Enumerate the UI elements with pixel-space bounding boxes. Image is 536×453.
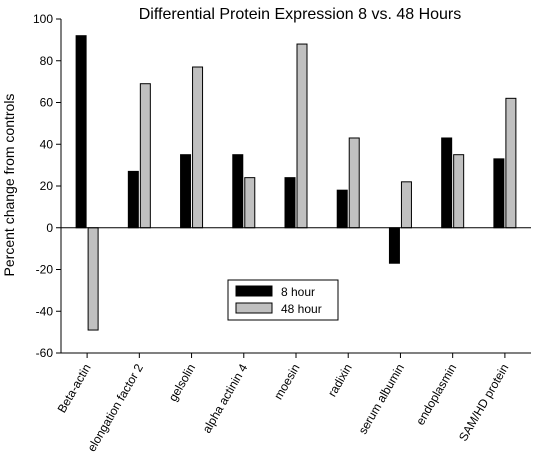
- bar-8-hour: [180, 154, 192, 229]
- y-axis-title: Percent change from controls: [1, 94, 17, 277]
- bar-8-hour: [75, 35, 87, 229]
- y-tick-label: 80: [40, 54, 54, 68]
- y-axis: -60 -40 -20 0 20 40 60 80 100: [33, 12, 62, 360]
- y-tick-label: 60: [40, 96, 54, 110]
- y-tick-label: 0: [46, 221, 53, 235]
- x-category-label: endoplasmin: [413, 361, 459, 427]
- x-category-label: alpha actinin 4: [200, 361, 251, 435]
- bar-8-hour: [388, 227, 400, 264]
- y-tick-label: -20: [36, 263, 54, 277]
- x-category-label: SAM/HD protein: [456, 362, 511, 444]
- y-tick-label: 40: [40, 137, 54, 151]
- bars: [75, 35, 517, 331]
- legend-swatch-48-hour: [235, 302, 273, 314]
- y-tick-label: -40: [36, 304, 54, 318]
- bar-48-hour: [296, 43, 308, 229]
- y-tick-label: 100: [33, 12, 53, 26]
- legend: 8 hour 48 hour: [227, 279, 339, 321]
- bar-48-hour: [453, 154, 465, 229]
- bar-48-hour: [400, 181, 412, 229]
- bar-48-hour: [192, 66, 204, 229]
- bar-8-hour: [284, 177, 296, 229]
- x-category-label: serum albumin: [356, 362, 407, 437]
- bar-8-hour: [493, 158, 505, 229]
- x-category-label: gelsolin: [166, 362, 198, 404]
- x-category-label: moesin: [271, 362, 302, 403]
- bar-48-hour: [87, 227, 99, 331]
- bar-48-hour: [244, 177, 256, 229]
- bar-8-hour: [127, 170, 139, 229]
- legend-label-8-hour: 8 hour: [281, 285, 315, 299]
- bar-48-hour: [139, 83, 151, 229]
- legend-label-48-hour: 48 hour: [281, 302, 322, 316]
- y-tick-label: -60: [36, 346, 54, 360]
- x-category-label: Beta-actin: [55, 362, 94, 416]
- y-tick-label: 20: [40, 179, 54, 193]
- bar-48-hour: [348, 137, 360, 229]
- x-category-label: elongation factor 2: [84, 361, 146, 453]
- x-category-label: radixin: [325, 362, 355, 400]
- bar-48-hour: [505, 97, 517, 229]
- chart-title: Differential Protein Expression 8 vs. 48…: [139, 6, 462, 23]
- bar-8-hour: [336, 189, 348, 229]
- bar-8-hour: [441, 137, 453, 229]
- bar-8-hour: [232, 154, 244, 229]
- legend-swatch-8-hour: [235, 285, 273, 297]
